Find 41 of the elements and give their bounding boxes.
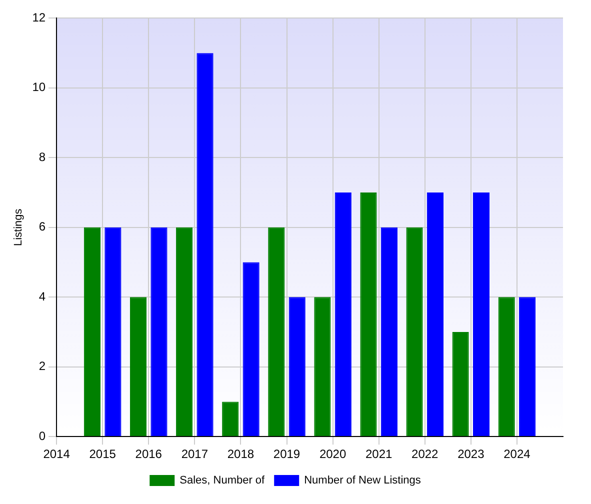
bar <box>268 227 285 436</box>
bar <box>519 297 536 436</box>
bar <box>314 297 331 436</box>
x-tick-label: 2021 <box>365 447 393 462</box>
y-tick-label: 2 <box>38 359 46 374</box>
y-tick-label: 10 <box>32 80 46 94</box>
x-tick-label: 2022 <box>412 447 439 462</box>
legend-label: Number of New Listings <box>304 474 422 487</box>
x-tick-label: 2023 <box>458 447 485 462</box>
bar <box>288 297 306 436</box>
x-tick-label: 2017 <box>181 447 208 462</box>
x-tick-label: 2019 <box>273 447 300 462</box>
bar <box>380 227 398 436</box>
bar <box>334 192 352 436</box>
x-tick-label: 2024 <box>504 447 531 462</box>
y-tick-label: 12 <box>32 10 46 25</box>
bar <box>130 297 147 436</box>
bar <box>242 262 260 436</box>
y-tick-label: 4 <box>38 289 46 304</box>
bar <box>150 227 168 436</box>
y-tick-label: 0 <box>38 428 46 443</box>
x-tick-label: 2014 <box>43 447 70 462</box>
x-tick-label: 2018 <box>227 447 254 462</box>
bar <box>472 192 490 436</box>
legend-label: Sales, Number of <box>180 474 266 487</box>
y-tick-label: 6 <box>38 220 46 234</box>
bar <box>222 402 239 436</box>
bar <box>406 227 423 436</box>
bar <box>426 192 444 436</box>
x-tick-label: 2016 <box>135 447 162 462</box>
bar <box>360 192 377 436</box>
bar <box>176 227 193 436</box>
bar <box>104 227 122 436</box>
bar <box>498 297 515 436</box>
x-tick-label: 2020 <box>319 447 346 462</box>
y-tick-label: 8 <box>38 150 46 164</box>
y-axis-title: Listings <box>12 208 25 246</box>
bar <box>452 332 469 436</box>
bar <box>196 53 214 436</box>
x-tick-label: 2015 <box>89 447 116 462</box>
bar <box>84 227 101 436</box>
